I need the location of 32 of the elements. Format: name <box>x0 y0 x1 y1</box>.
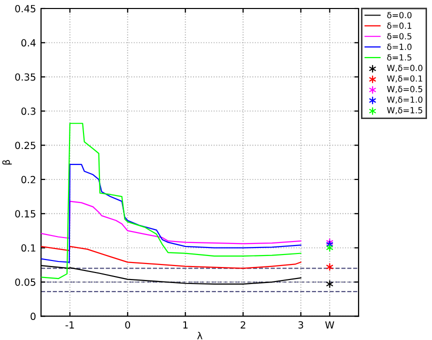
y-tick-label: 0.1 <box>21 244 36 252</box>
line-series <box>41 164 302 264</box>
y-tick-label: 0 <box>30 312 36 320</box>
legend-label: W,δ=0.5 <box>387 86 422 94</box>
legend-label: W,δ=0.1 <box>387 75 422 83</box>
line-series <box>41 200 302 244</box>
x-tick-label: 1 <box>183 321 188 328</box>
x-tick-label: 0 <box>125 321 130 329</box>
legend-label: δ=1.0 <box>387 44 412 50</box>
legend-label: W,δ=1.0 <box>387 96 422 104</box>
legend-label: δ=0.1 <box>387 22 412 29</box>
x-tick-label: 2 <box>240 321 246 328</box>
y-axis-title: β <box>2 160 12 165</box>
y-tick-label: 0.25 <box>15 142 36 150</box>
x-tick-label: -1 <box>66 321 74 328</box>
y-tick-label: 0.05 <box>15 278 36 286</box>
y-tick-label: 0.15 <box>15 210 36 218</box>
y-tick-label: 0.3 <box>21 108 36 115</box>
y-tick-label: 0.45 <box>15 4 36 12</box>
x-tick-label: W <box>325 321 334 328</box>
y-tick-label: 0.2 <box>21 176 36 184</box>
y-tick-label: 0.35 <box>15 73 36 81</box>
x-axis-title: λ <box>197 332 202 340</box>
line-series <box>41 246 302 269</box>
x-tick-label: 3 <box>298 321 304 329</box>
legend-label: W,δ=1.5 <box>387 107 422 114</box>
legend-label: δ=0.0 <box>387 12 412 18</box>
line-series <box>41 122 302 280</box>
legend-label: W,δ=0.0 <box>387 64 422 72</box>
legend-label: δ=1.5 <box>387 54 412 61</box>
legend-label: δ=0.5 <box>387 33 412 40</box>
y-tick-label: 0.4 <box>21 39 36 47</box>
